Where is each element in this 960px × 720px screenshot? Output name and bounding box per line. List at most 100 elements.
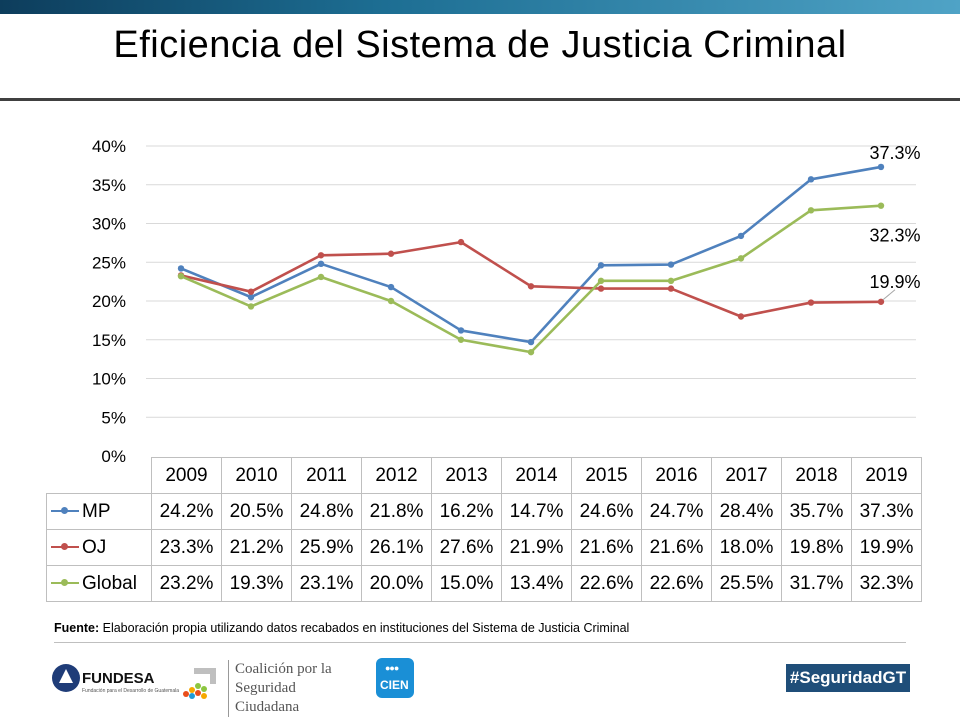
point-global — [317, 273, 325, 281]
cien-logo: ●●● CIEN — [376, 658, 414, 698]
series-line-global — [180, 204, 882, 354]
table-cell: 24.2% — [151, 493, 222, 530]
y-tick-label: 5% — [101, 408, 126, 427]
point-mp — [807, 176, 815, 183]
table-cell: 24.8% — [291, 493, 362, 530]
point-global — [177, 273, 185, 280]
page-title: Eficiencia del Sistema de Justicia Crimi… — [113, 24, 847, 66]
point-global — [597, 277, 605, 285]
series-lines — [180, 165, 882, 354]
y-axis-ticks: 0%5%10%15%20%25%30%35%40% — [92, 137, 126, 466]
coalicion-line2: Seguridad Ciudadana — [235, 680, 300, 715]
table-year-header: 2019 — [851, 457, 922, 494]
point-mp — [247, 293, 255, 301]
table-cell: 19.8% — [781, 529, 852, 566]
point-global — [737, 255, 745, 262]
table-cell: 13.4% — [501, 565, 572, 602]
table-year-header: 2009 — [151, 457, 222, 494]
table-cell: 21.6% — [571, 529, 642, 566]
table-cell: 20.0% — [361, 565, 432, 602]
table-cell: 22.6% — [571, 565, 642, 602]
table-year-header: 2010 — [221, 457, 292, 494]
table-year-header: 2012 — [361, 457, 432, 494]
table-cell: 15.0% — [431, 565, 502, 602]
legend-line-icon — [51, 578, 79, 588]
table-cell: 23.3% — [151, 529, 222, 566]
point-oj — [387, 250, 395, 257]
table-year-header: 2017 — [711, 457, 782, 494]
y-tick-label: 30% — [92, 215, 126, 234]
point-oj — [667, 285, 675, 292]
table-cell: 25.5% — [711, 565, 782, 602]
table-year-header: 2013 — [431, 457, 502, 494]
y-tick-label: 35% — [92, 176, 126, 195]
table-year-header: 2016 — [641, 457, 712, 494]
y-tick-label: 10% — [92, 370, 126, 389]
legend-line-icon — [51, 506, 79, 516]
table-cell: 24.7% — [641, 493, 712, 530]
table-cell: 19.9% — [851, 529, 922, 566]
source-text: Elaboración propia utilizando datos reca… — [99, 621, 630, 635]
table-cell: 37.3% — [851, 493, 922, 530]
table-cell: 20.5% — [221, 493, 292, 530]
point-mp — [597, 262, 605, 269]
table-cell: 18.0% — [711, 529, 782, 566]
table-row-global: Global 23.2% 19.3% 23.1% 20.0% 15.0% 13.4% 22.6… — [46, 565, 922, 602]
point-global — [667, 277, 675, 285]
point-global — [527, 348, 535, 356]
point-global — [877, 202, 885, 209]
point-mp — [667, 261, 675, 268]
legend-key-oj: OJ — [46, 529, 152, 566]
table-year-header: 2014 — [501, 457, 572, 494]
legend-key-global: Global — [46, 565, 152, 602]
point-oj — [527, 283, 535, 290]
line-chart: 0%5%10%15%20%25%30%35%40% 37.3%32.3%19.9… — [92, 137, 921, 466]
fundesa-logo-subtext: Fundación para el Desarrollo de Guatemal… — [82, 688, 179, 694]
point-oj — [317, 252, 325, 259]
end-labels: 37.3% 32.3% 19.9% — [869, 143, 921, 301]
series-points — [177, 163, 885, 356]
hashtag-badge: #SeguridadGT — [786, 664, 910, 692]
y-tick-label: 25% — [92, 253, 126, 272]
table-cell: 23.2% — [151, 565, 222, 602]
y-tick-label: 15% — [92, 331, 126, 350]
table-cell: 22.6% — [641, 565, 712, 602]
source-note: Fuente: Elaboración propia utilizando da… — [54, 621, 629, 635]
coalicion-logo-text: Coalición por la Seguridad Ciudadana — [228, 660, 360, 717]
point-oj — [737, 313, 745, 320]
end-label-mp: 37.3% — [869, 143, 920, 163]
point-mp — [457, 327, 465, 334]
table-cell: 23.1% — [291, 565, 362, 602]
table-cell: 21.8% — [361, 493, 432, 530]
series-line-mp — [180, 165, 882, 344]
y-tick-label: 40% — [92, 137, 126, 156]
point-mp — [317, 260, 325, 267]
table-cell: 26.1% — [361, 529, 432, 566]
point-oj — [877, 298, 885, 305]
coalicion-mark-icon — [183, 668, 216, 699]
cien-logo-text: CIEN — [380, 678, 409, 692]
data-table: 2009 2010 2011 2012 2013 2014 2015 2016 2017 2018… — [46, 457, 922, 602]
end-label-global: 32.3% — [869, 226, 920, 246]
y-tick-label: 20% — [92, 292, 126, 311]
table-cell: 35.7% — [781, 493, 852, 530]
point-global — [247, 303, 255, 310]
cien-dots-icon: ●●● — [385, 663, 399, 673]
point-oj — [597, 285, 605, 292]
point-mp — [177, 265, 185, 272]
table-cell: 21.6% — [641, 529, 712, 566]
point-mp — [737, 232, 745, 240]
end-label-leader — [882, 289, 896, 301]
point-mp — [527, 338, 535, 346]
point-oj — [457, 238, 465, 246]
table-row-oj: OJ 23.3% 21.2% 25.9% 26.1% 27.6% 21.9% 21.6% 21.… — [46, 529, 922, 566]
coalicion-line1: Coalición por la — [235, 661, 332, 677]
gridlines — [146, 145, 916, 418]
legend-label: MP — [82, 500, 111, 522]
point-oj — [247, 288, 255, 295]
table-cell: 27.6% — [431, 529, 502, 566]
source-label: Fuente: — [54, 621, 100, 635]
table-cell: 14.7% — [501, 493, 572, 530]
fundesa-logo: FUNDESA Fundación para el Desarrollo de … — [52, 662, 179, 698]
table-cell: 16.2% — [431, 493, 502, 530]
